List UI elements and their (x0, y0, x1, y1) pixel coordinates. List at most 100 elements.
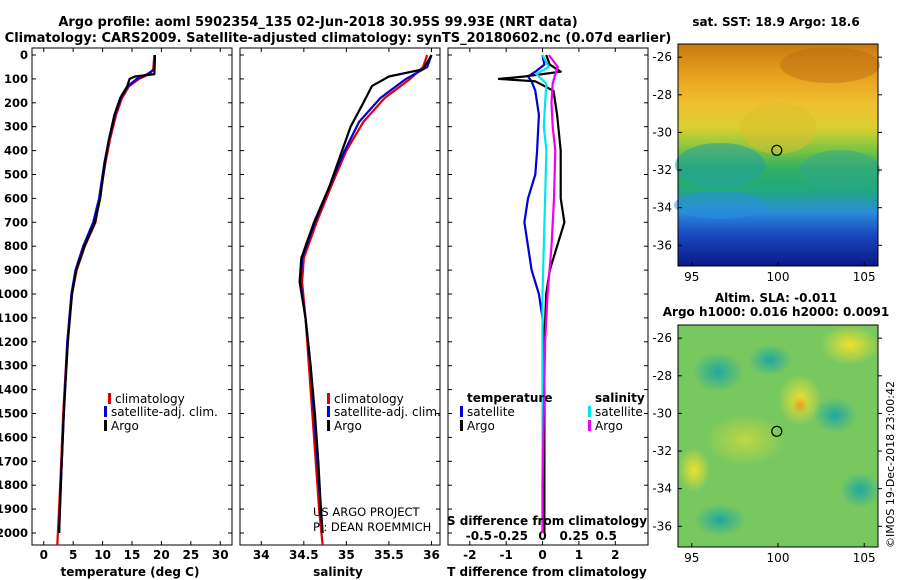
map-y-tick-label: -28 (652, 88, 672, 102)
series-line-s-argo (541, 54, 559, 533)
argo-location-marker (771, 425, 783, 437)
salinity-legend: climatology satellite-adj. clim. Argo (327, 392, 441, 433)
map-y-tick-label: -32 (652, 163, 672, 177)
map-y-tick-label: -36 (652, 238, 672, 252)
legend-swatch-argo (104, 420, 107, 431)
depth-tick-label: 1000 (0, 287, 28, 301)
map-y-tick-label: -26 (652, 50, 672, 64)
sst-cool-patch (675, 143, 765, 187)
difference-lines (497, 54, 566, 533)
depth-tick-label: 0 (20, 48, 28, 62)
series-line-satellite-adj-clim- (299, 54, 433, 534)
legend-argo: Argo (334, 419, 362, 433)
depth-tick-label: 1800 (0, 478, 28, 492)
sst-map (674, 43, 880, 267)
x-tick-label: 34 (253, 548, 270, 562)
map-x-tick-label: 100 (767, 551, 790, 565)
salinity-xlabel: salinity (313, 565, 363, 579)
x-tick-label: 30 (212, 548, 229, 562)
legend-swatch-climatology (327, 393, 330, 404)
x-tick-label: -2 (463, 548, 476, 562)
sst-map-title: sat. SST: 18.9 Argo: 18.6 (692, 15, 859, 29)
legend-swatch-s-satellite (588, 406, 591, 417)
salinity-lines (298, 54, 433, 546)
map-y-tick-label: -34 (652, 201, 672, 215)
sla-low-patch (840, 472, 880, 508)
figure-title-line2: Climatology: CARS2009. Satellite-adjuste… (5, 31, 672, 46)
legend-swatch-climatology (108, 393, 111, 404)
x-tick-label: 36 (423, 548, 440, 562)
x-tick-label: 35 (338, 548, 355, 562)
sst-blue-patch (674, 191, 766, 219)
legend-s-satellite: satellite (595, 405, 643, 419)
legend-swatch-satellite (104, 406, 107, 417)
x-tick-label: 25 (182, 548, 199, 562)
legend-swatch-satellite (327, 406, 330, 417)
depth-tick-label: 300 (4, 120, 28, 134)
x-tick-label: 35.5 (374, 548, 404, 562)
x-tick-label: 0 (40, 548, 48, 562)
sla-map (677, 324, 880, 548)
legend-temperature-title: temperature (467, 391, 552, 405)
sla-low-patch (813, 397, 857, 433)
x-tick-label: 1 (575, 548, 583, 562)
salinity-panel-frame (239, 47, 441, 546)
x-tick-label: 10 (94, 548, 111, 562)
legend-swatch-s-argo (588, 420, 591, 431)
sla-map-subtitle: Argo h1000: 0.016 h2000: 0.0091 (663, 305, 890, 319)
legend-climatology: climatology (334, 392, 404, 406)
depth-tick-label: 500 (4, 168, 28, 182)
depth-tick-label: 1600 (0, 430, 28, 444)
series-line-t-argo (497, 54, 566, 533)
map-y-tick-label: -28 (652, 369, 672, 383)
depth-tick-label: 600 (4, 191, 28, 205)
sla-low-patch (692, 352, 744, 392)
x-tick-label: 34.5 (289, 548, 319, 562)
legend-climatology: climatology (115, 392, 185, 406)
series-line-satellite-adj-clim- (58, 54, 156, 534)
legend-swatch-t-satellite (460, 406, 463, 417)
s-diff-tick-label: 0.5 (596, 529, 617, 543)
legend-salinity-title: salinity (595, 391, 645, 405)
map-x-tick-label: 100 (767, 270, 790, 284)
depth-axis: 0 100 200 300 400 500 600 700 800 900 1000 1100 1200… (0, 48, 648, 540)
depth-tick-label: 700 (4, 215, 28, 229)
x-tick-label: 5 (69, 548, 77, 562)
s-diff-tick-label: 0 (538, 529, 546, 543)
legend-swatch-argo (327, 420, 330, 431)
depth-tick-label: 1700 (0, 454, 28, 468)
sst-cool-patch (800, 150, 880, 190)
series-line-s-satellite (535, 54, 551, 533)
sst-warm-patch (780, 47, 880, 83)
depth-tick-label: 900 (4, 263, 28, 277)
map-x-tick-label: 95 (684, 270, 699, 284)
imos-credit: ©IMOS 19-Dec-2018 23:00:42 (884, 381, 897, 548)
depth-tick-label: 2000 (0, 526, 28, 540)
difference-xlabel2: S difference from climatology (447, 514, 647, 528)
difference-legend: temperature satellite Argo salinity sate… (460, 391, 645, 433)
map-y-tick-label: -34 (652, 482, 672, 496)
depth-tick-label: 200 (4, 96, 28, 110)
series-line-climatology (301, 54, 429, 546)
difference-xlabel: T difference from climatology (447, 565, 647, 579)
argo-location-marker (771, 144, 783, 156)
temperature-x-ticks: 0 5 10 15 20 25 30 (40, 48, 229, 562)
series-line-argo (58, 54, 156, 534)
depth-tick-label: 1900 (0, 502, 28, 516)
difference-panel-frame (447, 47, 649, 546)
sla-high-patch (678, 448, 710, 492)
sla-map-title: Altim. SLA: -0.011 (715, 291, 837, 305)
map-y-tick-label: -26 (652, 331, 672, 345)
legend-t-argo: Argo (467, 419, 495, 433)
x-tick-label: 2 (611, 548, 619, 562)
map-y-tick-label: -36 (652, 519, 672, 533)
legend-s-argo: Argo (595, 419, 623, 433)
map-x-tick-label: 95 (684, 551, 699, 565)
map-y-tick-label: -32 (652, 444, 672, 458)
depth-tick-label: 400 (4, 144, 28, 158)
map-y-tick-label: -30 (652, 406, 672, 420)
temperature-lines (56, 54, 156, 545)
project-label: US ARGO PROJECT (313, 505, 421, 519)
s-diff-tick-label: -0.25 (493, 529, 528, 543)
